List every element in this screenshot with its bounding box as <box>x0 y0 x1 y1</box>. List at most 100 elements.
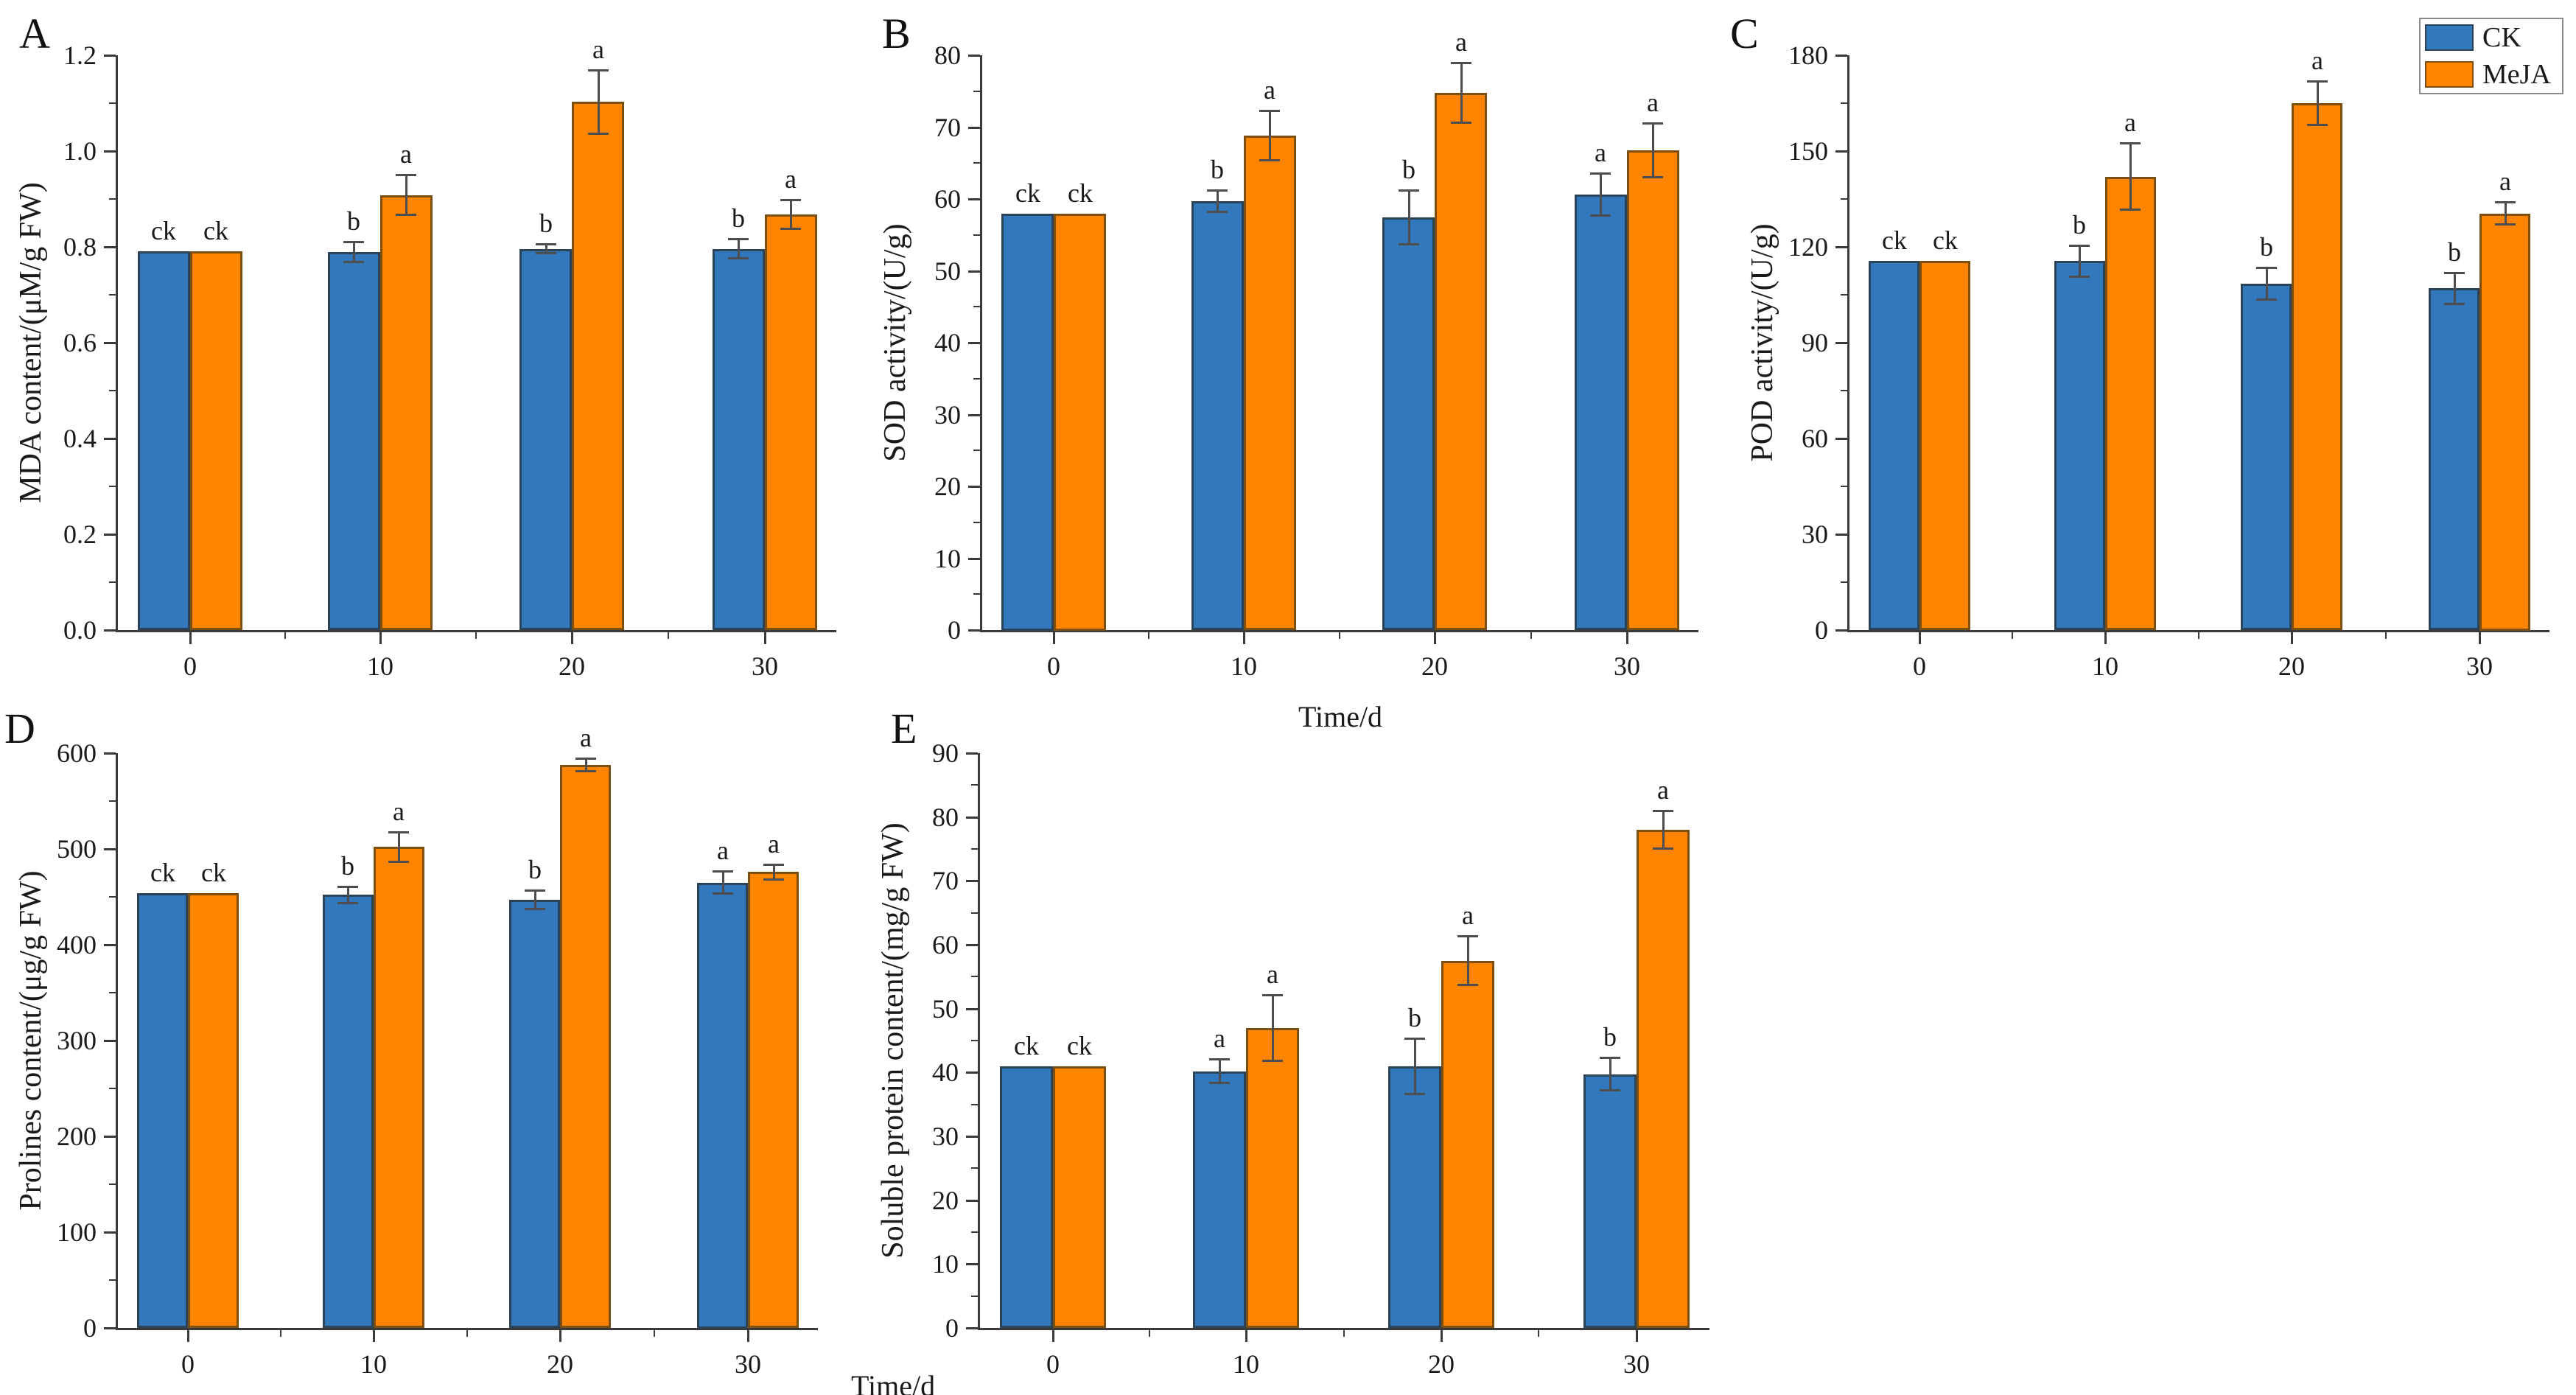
error-bar <box>2266 268 2268 299</box>
bar-ck-30d <box>713 249 765 630</box>
y-major-tick <box>966 752 978 755</box>
panel-c: C 0 30 60 90 120 150 180 0 10 20 30 ck b b b ck a a a POD ac… <box>1717 0 2576 697</box>
y-minor-tick <box>973 593 980 595</box>
bar-meja-10d <box>374 847 424 1328</box>
y-tick-label: 80 <box>934 41 961 70</box>
x-tick-label: 30 <box>752 651 778 681</box>
y-minor-tick <box>1841 486 1847 487</box>
bar-meja-0d <box>190 251 242 630</box>
x-minor-tick <box>466 1330 468 1337</box>
error-bar <box>2079 245 2081 277</box>
error-bar-cap-bottom <box>396 214 416 216</box>
error-bar-cap-bottom <box>780 228 801 230</box>
x-minor-tick <box>1339 632 1340 639</box>
x-major-tick <box>1053 632 1055 644</box>
error-bar-cap-top <box>780 199 801 201</box>
y-tick-label: 600 <box>57 738 97 768</box>
x-tick-label: 10 <box>2092 651 2118 681</box>
x-tick-label: 0 <box>1046 1349 1060 1379</box>
significance-label: b <box>347 206 360 236</box>
ck-swatch-icon <box>2425 24 2474 51</box>
x-major-tick <box>187 1330 189 1342</box>
x-tick-label: 20 <box>547 1349 573 1379</box>
bar-ck-20d <box>2241 284 2292 630</box>
y-minor-tick <box>973 522 980 523</box>
y-minor-tick <box>971 976 978 977</box>
bar-meja-10d <box>380 195 433 630</box>
error-bar-cap-bottom <box>1590 214 1611 217</box>
error-bar <box>353 242 355 263</box>
significance-label: ck <box>150 858 175 887</box>
y-tick-label: 10 <box>934 544 961 573</box>
x-tick-label: 20 <box>559 651 585 681</box>
significance-label: b <box>1408 1003 1421 1032</box>
y-minor-tick <box>109 896 116 898</box>
error-bar <box>545 244 547 254</box>
x-minor-tick <box>668 632 669 639</box>
y-major-tick <box>968 342 980 344</box>
y-tick-label: 60 <box>932 930 959 959</box>
bar-meja-0d <box>1054 214 1106 631</box>
panel-d: D 0 100 200 300 400 500 600 0 10 20 30 ck b b a ck a a a Pro… <box>0 698 935 1395</box>
error-bar-cap-top <box>763 864 784 866</box>
bar-ck-30d <box>2429 288 2479 630</box>
y-minor-tick <box>1841 390 1847 391</box>
y-axis <box>978 753 980 1330</box>
y-major-tick <box>968 629 980 632</box>
error-bar-cap-bottom <box>525 908 545 910</box>
y-major-tick <box>968 414 980 416</box>
y-minor-tick <box>973 234 980 236</box>
bar-meja-0d <box>188 893 239 1328</box>
y-minor-tick <box>109 1184 116 1185</box>
error-bar <box>1408 190 1410 245</box>
x-tick-label: 30 <box>735 1349 761 1379</box>
y-major-tick <box>104 1136 116 1138</box>
x-major-tick <box>1441 1330 1443 1342</box>
x-major-tick <box>1243 632 1245 644</box>
bar-ck-0d <box>137 893 188 1328</box>
bar-ck-30d <box>1583 1074 1637 1328</box>
bar-meja-20d <box>572 102 624 630</box>
y-tick-label: 0.2 <box>63 520 97 549</box>
error-bar-cap-top <box>343 241 364 243</box>
bar-ck-30d <box>697 883 748 1329</box>
y-tick-label: 120 <box>1788 232 1828 262</box>
y-major-tick <box>968 270 980 273</box>
x-tick-label: 30 <box>2466 651 2493 681</box>
error-bar <box>1269 111 1271 161</box>
y-tick-label: 30 <box>932 1122 959 1151</box>
error-bar <box>1272 995 1274 1061</box>
y-major-tick <box>966 817 978 819</box>
x-axis <box>978 1328 1709 1330</box>
significance-label: b <box>2260 232 2273 262</box>
x-axis <box>980 630 1698 632</box>
x-tick-label: 30 <box>1623 1349 1650 1379</box>
y-tick-label: 200 <box>57 1122 97 1151</box>
x-axis-title: Time/d <box>1298 700 1383 733</box>
x-tick-label: 10 <box>1233 1349 1259 1379</box>
x-minor-tick <box>1343 1330 1345 1337</box>
x-minor-tick <box>2385 632 2387 639</box>
x-tick-label: 10 <box>367 651 393 681</box>
panel-letter-c: C <box>1730 10 1759 57</box>
y-minor-tick <box>109 800 116 802</box>
x-minor-tick <box>284 632 286 639</box>
y-minor-tick <box>109 198 116 200</box>
error-bar <box>2454 273 2456 304</box>
error-bar-cap-bottom <box>2120 209 2141 211</box>
x-tick-label: 0 <box>1047 651 1060 681</box>
y-tick-label: 80 <box>932 803 959 832</box>
significance-label: a <box>2124 108 2136 137</box>
error-bar-cap-top <box>1642 122 1663 125</box>
x-major-tick <box>571 632 573 644</box>
error-bar <box>1662 811 1665 849</box>
y-tick-label: 400 <box>57 930 97 959</box>
y-tick-label: 0.0 <box>63 615 97 645</box>
panel-letter-e: E <box>891 705 917 752</box>
x-tick-label: 20 <box>2278 651 2305 681</box>
error-bar-cap-top <box>2120 142 2141 144</box>
significance-label: a <box>717 836 729 865</box>
y-axis-title: SOD activity/(U/g) <box>878 223 912 462</box>
error-bar-cap-bottom <box>1457 984 1478 986</box>
